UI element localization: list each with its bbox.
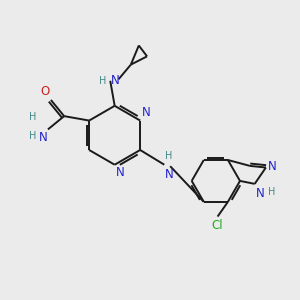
Text: H: H [165, 151, 172, 161]
Text: H: H [99, 76, 107, 86]
Text: N: N [142, 106, 150, 119]
Text: H: H [29, 131, 37, 141]
Text: H: H [268, 188, 275, 197]
Text: N: N [165, 168, 174, 181]
Text: Cl: Cl [212, 220, 224, 232]
Text: N: N [116, 166, 125, 179]
Text: N: N [268, 160, 277, 172]
Text: N: N [256, 188, 265, 200]
Text: O: O [40, 85, 50, 98]
Text: N: N [39, 131, 48, 144]
Text: N: N [111, 74, 120, 87]
Text: H: H [29, 112, 37, 122]
